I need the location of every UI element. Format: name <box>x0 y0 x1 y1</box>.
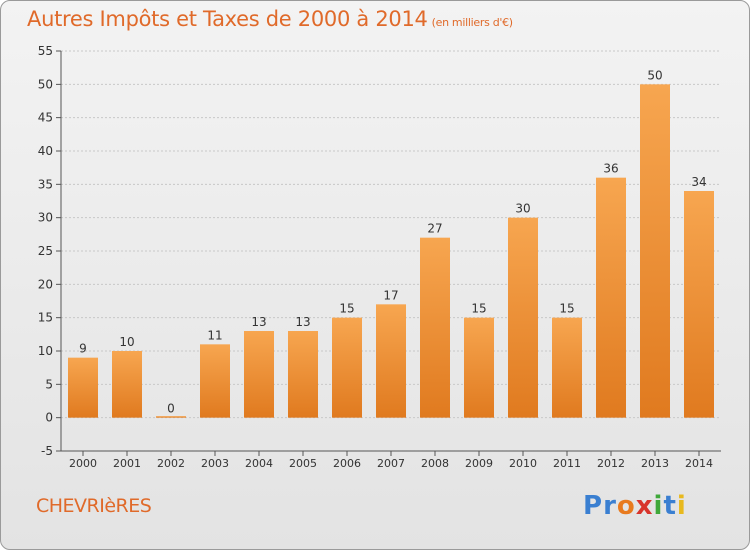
x-tick-label: 2005 <box>289 457 317 470</box>
x-tick-label: 2002 <box>157 457 185 470</box>
data-label: 30 <box>515 202 530 216</box>
logo-letter: x <box>635 491 654 521</box>
x-tick-label: 2003 <box>201 457 229 470</box>
y-tick-label: 0 <box>45 411 53 425</box>
bar <box>332 317 362 418</box>
data-label: 15 <box>559 302 574 316</box>
y-tick-label: 25 <box>38 244 53 258</box>
proxiti-logo[interactable]: Proxiti <box>583 491 693 525</box>
bar <box>420 237 450 418</box>
y-tick-label: -5 <box>41 444 53 458</box>
bars <box>68 84 714 418</box>
y-tick-label: 55 <box>38 44 53 58</box>
data-label: 15 <box>471 302 486 316</box>
x-tick-label: 2014 <box>685 457 713 470</box>
commune-name: CHEVRIèRES <box>36 495 152 517</box>
data-label: 36 <box>603 162 618 176</box>
bar <box>552 317 582 418</box>
bar <box>596 177 626 418</box>
x-tick-label: 2011 <box>553 457 581 470</box>
x-tick-label: 2007 <box>377 457 405 470</box>
axes: -5 0 5 10 15 20 25 30 35 40 45 50 55 2000 2001 2002 2003… <box>38 44 721 470</box>
logo-letter: t <box>663 491 677 521</box>
bar <box>508 217 538 418</box>
logo-letter: i <box>676 491 687 521</box>
chart-title-text: Autres Impôts et Taxes de 2000 à 2014 <box>27 7 428 31</box>
bar <box>640 84 670 418</box>
x-tick-label: 2010 <box>509 457 537 470</box>
x-tick-label: 2012 <box>597 457 625 470</box>
y-tick-label: 50 <box>38 77 53 91</box>
data-label: 9 <box>79 342 87 356</box>
x-tick-label: 2009 <box>465 457 493 470</box>
bar <box>376 304 406 418</box>
y-tick-label: 5 <box>45 377 53 391</box>
bar <box>68 357 98 418</box>
y-tick-label: 35 <box>38 177 53 191</box>
logo-letter: P <box>583 491 604 521</box>
y-tick-label: 15 <box>38 311 53 325</box>
x-tick-label: 2006 <box>333 457 361 470</box>
chart-title: Autres Impôts et Taxes de 2000 à 2014 (en… <box>27 7 513 31</box>
logo-letter: o <box>616 491 636 521</box>
y-tick-label: 45 <box>38 111 53 125</box>
y-tick-label: 10 <box>38 344 53 358</box>
chart-subtitle: (en milliers d'€) <box>431 16 513 29</box>
data-label: 27 <box>427 222 442 236</box>
bar <box>244 331 274 418</box>
data-label: 13 <box>295 315 310 329</box>
bar <box>112 351 142 418</box>
data-label: 11 <box>207 328 222 342</box>
data-label: 15 <box>339 302 354 316</box>
bar <box>684 191 714 418</box>
data-label: 17 <box>383 288 398 302</box>
data-labels: 9 10 0 11 13 13 15 17 27 15 30 15 36 50 34 <box>79 68 706 415</box>
y-tick-label: 40 <box>38 144 53 158</box>
bar <box>156 416 186 418</box>
logo-letter: r <box>603 491 617 521</box>
data-label: 0 <box>167 402 175 416</box>
data-label: 50 <box>647 68 662 82</box>
x-tick-label: 2013 <box>641 457 669 470</box>
data-label: 13 <box>251 315 266 329</box>
x-tick-label: 2000 <box>69 457 97 470</box>
bar <box>288 331 318 418</box>
bar <box>464 317 494 418</box>
logo-letter: i <box>653 491 664 521</box>
y-tick-label: 30 <box>38 211 53 225</box>
x-tick-label: 2001 <box>113 457 141 470</box>
y-tick-label: 20 <box>38 277 53 291</box>
data-label: 34 <box>691 175 706 189</box>
bar <box>200 344 230 418</box>
x-tick-label: 2004 <box>245 457 273 470</box>
x-tick-label: 2008 <box>421 457 449 470</box>
data-label: 10 <box>119 335 134 349</box>
